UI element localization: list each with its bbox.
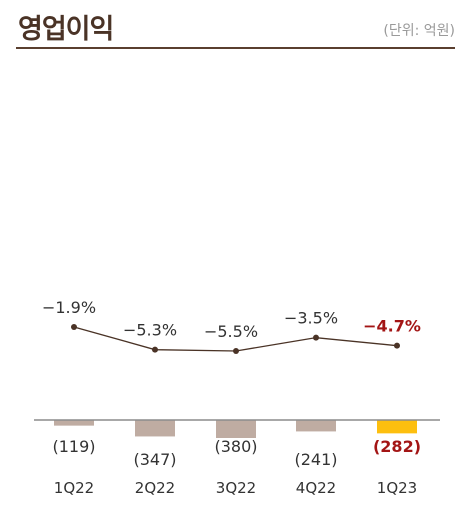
chart-header: 영업이익 (단위: 억원) xyxy=(0,0,467,50)
ratio-label-1Q22: −1.9% xyxy=(42,298,96,317)
ratio-point-1Q22 xyxy=(71,324,77,330)
category-label-4Q22: 4Q22 xyxy=(296,479,336,497)
ratio-label-3Q22: −5.5% xyxy=(204,322,258,341)
ratio-point-4Q22 xyxy=(313,334,319,341)
bar-1Q23 xyxy=(377,420,417,434)
bar-3Q22 xyxy=(216,420,256,438)
ratio-label-4Q22: −3.5% xyxy=(284,309,338,328)
ratio-label-2Q22: −5.3% xyxy=(123,321,177,340)
bar-value-label-1Q22: (119) xyxy=(52,437,95,456)
labels-layer: −1.9% −5.3% −5.5% −3.5% −4.7% (119) (347) (380)… xyxy=(42,298,421,497)
category-label-2Q22: 2Q22 xyxy=(135,479,175,497)
unit-label: (단위: 억원) xyxy=(383,23,455,39)
category-label-1Q23: 1Q23 xyxy=(377,479,417,497)
bars-layer xyxy=(54,420,417,438)
ratio-point-1Q23 xyxy=(394,342,400,349)
bar-value-label-3Q22: (380) xyxy=(214,437,257,456)
bar-2Q22 xyxy=(135,420,175,437)
category-label-1Q22: 1Q22 xyxy=(54,479,94,497)
ratio-line-layer xyxy=(71,324,400,354)
ratio-point-2Q22 xyxy=(152,346,158,353)
bar-1Q22 xyxy=(54,420,94,426)
chart-title: 영업이익 xyxy=(18,14,114,45)
bar-value-label-4Q22: (241) xyxy=(294,450,337,469)
ratio-point-3Q22 xyxy=(233,348,239,354)
header-divider xyxy=(16,47,455,49)
ratio-label-1Q23: −4.7% xyxy=(363,317,421,336)
bar-4Q22 xyxy=(296,420,336,432)
bar-value-label-2Q22: (347) xyxy=(133,450,176,469)
category-label-3Q22: 3Q22 xyxy=(216,479,256,497)
bar-value-label-1Q23: (282) xyxy=(373,437,421,456)
